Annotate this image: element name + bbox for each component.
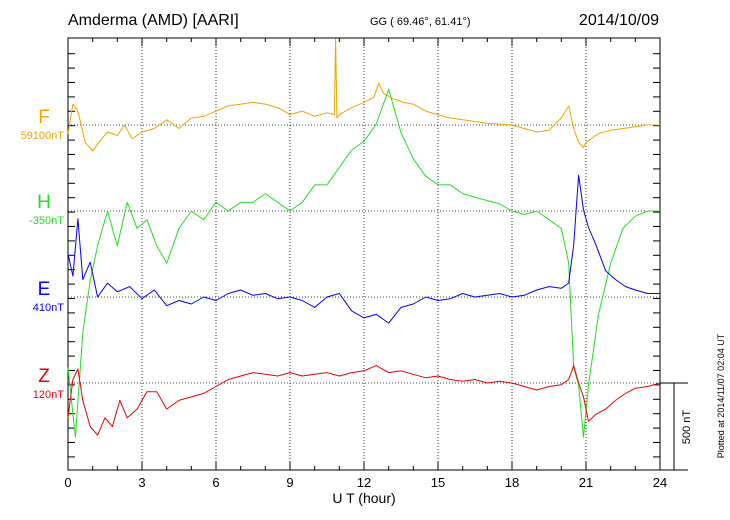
scale-bar: 500 nT — [660, 382, 693, 471]
plotted-timestamp: Plotted at 2014/11/07 02:04 UT — [716, 333, 726, 458]
x-axis-label: U T (hour) — [332, 490, 395, 506]
date-label: 2014/10/09 — [579, 12, 659, 29]
x-tick-label: 6 — [212, 475, 219, 490]
series-e-name: E — [38, 279, 51, 300]
scale-bar-label: 500 nT — [681, 410, 693, 445]
series-labels: F 59100nT H -350nT E 410nT Z 120nT — [21, 107, 65, 401]
x-tick-label: 12 — [357, 475, 371, 490]
x-tick-label: 0 — [64, 475, 71, 490]
series-f-baseline-value: 59100nT — [21, 130, 65, 142]
series-z-name: Z — [38, 366, 50, 387]
series-h-name: H — [37, 192, 51, 213]
series-f-name: F — [38, 107, 50, 128]
x-tick-label: 15 — [431, 475, 445, 490]
coordinates-label: GG ( 69.46°, 61.41°) — [370, 16, 471, 28]
x-tick-label: 3 — [138, 475, 145, 490]
station-title: Amderma (AMD) [AARI] — [68, 12, 239, 29]
series-h-baseline-value: -350nT — [29, 215, 64, 227]
x-tick-label: 9 — [286, 475, 293, 490]
grid — [141, 38, 587, 470]
series-h-line — [67, 88, 660, 438]
axis-ticks: 0 3 6 9 12 15 18 21 24 — [64, 38, 667, 490]
series-z-line — [67, 365, 661, 436]
series-e-baseline-value: 410nT — [33, 302, 64, 314]
x-tick-label: 21 — [579, 475, 593, 490]
x-tick-label: 24 — [653, 475, 667, 490]
x-tick-label: 18 — [505, 475, 519, 490]
series-lines — [67, 38, 661, 438]
series-e-line — [67, 174, 660, 324]
series-f-line — [67, 38, 660, 152]
series-z-baseline-value: 120nT — [33, 389, 64, 401]
